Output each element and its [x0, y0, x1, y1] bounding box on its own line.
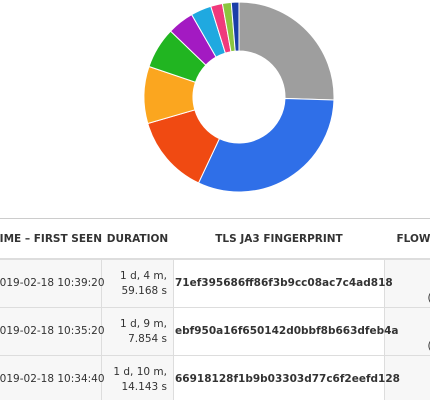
cell-text: 2019-02-18 10:39:20	[0, 277, 105, 289]
cell-text: 2019-02-18 10:34:40	[0, 373, 105, 385]
cell-text: 1 d, 4 m,	[120, 269, 167, 282]
cell-text: 1 d, 10 m,	[113, 365, 167, 378]
cell-text: 2019-02-18 10:35:20	[0, 325, 105, 337]
fingerprint-cell: 66918128f1b9b03303d77c6f2eefd128	[173, 355, 400, 400]
donut-slice	[238, 1, 335, 101]
duration-cell: 1 d, 4 m, 59.168 s	[101, 258, 174, 308]
cell-text: (31.5%)	[386, 291, 430, 306]
fingerprint-cell: 71ef395686ff86f3b9cc08ac7c4ad818	[173, 258, 393, 308]
cell-text: 384.07	[386, 309, 430, 324]
time-cell: 2019-02-18 10:34:40	[0, 355, 105, 400]
table-row: 2019-02-18 10:39:20 1 d, 4 m, 59.168 s 71ef…	[0, 258, 430, 308]
donut-slice	[230, 1, 240, 52]
fingerprint-cell: ebf950a16f650142d0bbf8b663dfeb4a	[173, 307, 399, 356]
donut-slice	[197, 97, 335, 193]
cell-text: 1 d, 9 m,	[120, 317, 167, 330]
table-row: 2019-02-18 10:35:20 1 d, 9 m, 7.854 s ebf95…	[0, 307, 430, 356]
cell-text: 71ef395686ff86f3b9cc08ac7c4ad818	[175, 277, 393, 289]
cell-text: 66918128f1b9b03303d77c6f2eefd128	[175, 373, 400, 385]
flows-cell: 275.21k(9.7%)	[384, 355, 430, 400]
cell-text: 59.168 s	[121, 284, 167, 297]
duration-cell: 1 d, 10 m, 14.143 s	[101, 355, 174, 400]
time-cell: 2019-02-18 10:39:20	[0, 258, 105, 308]
header-cell[interactable]: TLS JA3 FINGERPRINT	[173, 218, 385, 260]
cell-text: 14.143 s	[121, 380, 167, 393]
cell-text: 894.17	[386, 261, 430, 276]
cell-text: (9.7%)	[386, 387, 430, 400]
flows-table: TIME – FIRST SEEN DURATION TLS JA3 FINGE…	[0, 218, 430, 400]
flows-cell: 894.17k(31.5%)	[384, 258, 430, 308]
duration-cell: 1 d, 9 m, 7.854 s	[101, 307, 174, 356]
cell-text: ebf950a16f650142d0bbf8b663dfeb4a	[175, 325, 399, 337]
table-row: 2019-02-18 10:34:40 1 d, 10 m, 14.143 s 669…	[0, 355, 430, 400]
cell-text: (13.5%)	[386, 339, 430, 354]
cell-text: 275.21	[386, 357, 430, 372]
header-cell[interactable]: DURATION	[101, 218, 174, 260]
table-container: TIME – FIRST SEEN DURATION TLS JA3 FINGE…	[0, 218, 430, 400]
time-cell: 2019-02-18 10:35:20	[0, 307, 105, 356]
donut-chart	[143, 1, 335, 193]
header-row: TIME – FIRST SEEN DURATION TLS JA3 FINGE…	[0, 218, 430, 260]
header-cell[interactable]: FLOWS	[384, 218, 430, 260]
header-cell[interactable]: TIME – FIRST SEEN	[0, 218, 102, 260]
cell-text: 7.854 s	[128, 332, 167, 345]
